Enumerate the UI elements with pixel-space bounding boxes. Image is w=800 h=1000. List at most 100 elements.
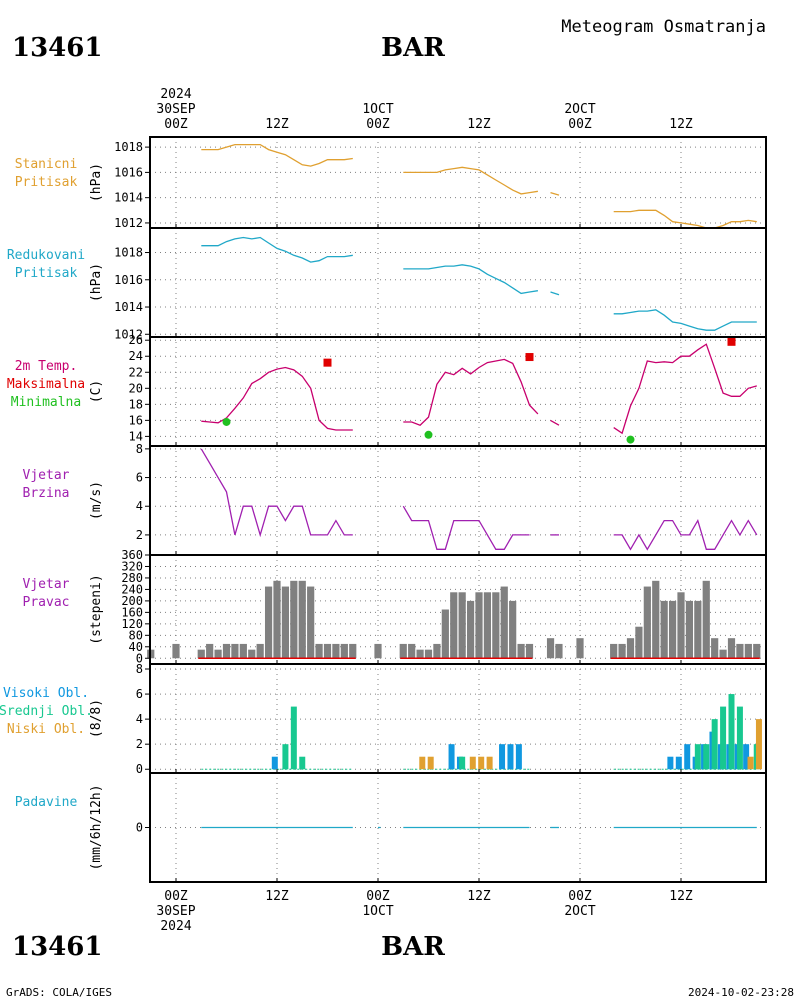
wind-direction-bar bbox=[744, 643, 752, 659]
cloud_cover-label: Srednji Obl. bbox=[0, 704, 93, 719]
temperature-label: Minimalna bbox=[11, 395, 81, 410]
wind-direction-bar bbox=[264, 586, 273, 659]
bottom-axis-label: 30SEP bbox=[156, 904, 195, 919]
top-axis-label: 00Z bbox=[568, 117, 592, 132]
wind-direction-bar bbox=[416, 649, 424, 659]
wind-direction-bar bbox=[677, 592, 685, 659]
wind-direction-bar bbox=[711, 638, 719, 659]
wind_direction-ytick-label: 200 bbox=[121, 594, 143, 608]
wind_speed-line bbox=[402, 505, 530, 550]
reduced_pressure-line bbox=[403, 264, 538, 295]
chart-title: Meteogram Osmatranja bbox=[561, 17, 766, 37]
wind-direction-bar bbox=[248, 649, 256, 659]
wind-direction-bar bbox=[214, 649, 222, 659]
temperature-ytick-label: 20 bbox=[129, 381, 143, 395]
cloud-bar bbox=[290, 706, 297, 770]
cloud_cover-label: Visoki Obl. bbox=[3, 686, 89, 701]
reduced_pressure-ylabel: (hPa) bbox=[89, 263, 104, 302]
wind-direction-bar bbox=[290, 580, 298, 659]
bottom-axis-label: 00Z bbox=[164, 889, 188, 904]
axis-layer: 1012 1014 1016 1018 (hPa) 1012 1014 1016 1018 (hP… bbox=[89, 87, 767, 934]
max-temp-marker bbox=[727, 337, 736, 346]
reduced_pressure-ytick-label: 1018 bbox=[114, 246, 143, 260]
station-name-bottom: BAR bbox=[381, 932, 445, 962]
min-temp-marker bbox=[424, 430, 433, 439]
reduced_pressure-ytick-label: 1012 bbox=[114, 327, 143, 341]
min-temp-marker bbox=[222, 417, 231, 426]
cloud-bar bbox=[499, 744, 506, 770]
wind-direction-bar bbox=[231, 643, 239, 659]
cloud-bar bbox=[448, 744, 455, 770]
wind_direction-ytick-label: 280 bbox=[121, 571, 143, 585]
wind_direction-label: Vjetar bbox=[23, 577, 70, 592]
wind-direction-bar bbox=[483, 592, 492, 659]
cloud_cover-ylabel: (8/8) bbox=[89, 699, 104, 738]
bottom-axis-label: 2024 bbox=[160, 919, 191, 934]
reduced_pressure-ytick-label: 1016 bbox=[114, 273, 143, 287]
wind-direction-bar bbox=[525, 643, 534, 659]
top-axis-label: 1OCT bbox=[362, 102, 393, 117]
wind_speed-line bbox=[200, 448, 353, 538]
wind_direction-ytick-label: 0 bbox=[136, 651, 143, 665]
wind-direction-bar bbox=[433, 643, 441, 659]
wind_direction-ytick-label: 120 bbox=[121, 617, 143, 631]
wind-direction-bar bbox=[450, 592, 458, 659]
wind_speed-ytick-label: 6 bbox=[136, 471, 143, 485]
reduced_pressure-line bbox=[550, 291, 560, 296]
wind-direction-bar bbox=[753, 643, 761, 659]
cloud_cover-ytick-label: 0 bbox=[136, 762, 143, 776]
station-name-top: BAR bbox=[381, 33, 445, 63]
temperature-line bbox=[403, 358, 539, 426]
station-id-bottom: 13461 bbox=[12, 932, 102, 962]
wind-direction-bar bbox=[736, 643, 744, 659]
wind_speed-line bbox=[613, 518, 758, 551]
bottom-axis-label: 00Z bbox=[366, 889, 390, 904]
wind_direction-ytick-label: 360 bbox=[121, 548, 143, 562]
station_pressure-ylabel: (hPa) bbox=[89, 163, 104, 202]
wind-direction-bar bbox=[441, 609, 449, 659]
wind_direction-label: Pravac bbox=[23, 595, 70, 610]
station_pressure-frame bbox=[149, 136, 767, 229]
cloud-bar bbox=[486, 756, 493, 770]
wind-direction-bar bbox=[635, 626, 643, 659]
cloud-bar bbox=[419, 756, 426, 770]
bottom-axis-label: 12Z bbox=[669, 889, 693, 904]
top-axis-label: 12Z bbox=[669, 117, 693, 132]
temperature-ytick-label: 16 bbox=[129, 413, 143, 427]
wind-direction-bar bbox=[424, 649, 433, 659]
cloud-bar bbox=[459, 756, 466, 770]
station_pressure-ytick-label: 1018 bbox=[114, 140, 143, 154]
wind-direction-bar bbox=[618, 643, 626, 659]
cloud-bar bbox=[743, 744, 750, 770]
cloud_cover-ytick-label: 4 bbox=[136, 712, 143, 726]
precipitation-ytick-label: 0 bbox=[136, 821, 143, 835]
cloud_cover-frame bbox=[149, 663, 767, 774]
wind-direction-bar bbox=[652, 580, 660, 659]
temperature-ylabel: (C) bbox=[89, 380, 104, 403]
station_pressure-ytick-label: 1012 bbox=[114, 216, 143, 230]
wind-direction-bar bbox=[349, 643, 357, 659]
wind_direction-ytick-label: 160 bbox=[121, 605, 143, 619]
wind_speed-label: Vjetar bbox=[23, 468, 70, 483]
wind-direction-bar bbox=[694, 600, 702, 659]
wind-direction-bar bbox=[555, 643, 563, 659]
cloud_cover-ytick-label: 6 bbox=[136, 687, 143, 701]
wind-direction-bar bbox=[323, 643, 332, 659]
wind-direction-bar bbox=[172, 643, 180, 659]
bottom-axis-label: 1OCT bbox=[362, 904, 393, 919]
wind-direction-bar bbox=[475, 592, 483, 659]
cloud-bar bbox=[271, 756, 278, 770]
station-id-top: 13461 bbox=[12, 33, 102, 63]
cloud-bar bbox=[675, 756, 682, 770]
cloud_cover-label: Niski Obl. bbox=[7, 722, 85, 737]
cloud-bar bbox=[515, 744, 522, 770]
cloud-bar bbox=[728, 694, 735, 770]
wind_direction-ylabel: (stepeni) bbox=[89, 574, 104, 644]
top-axis-label: 12Z bbox=[467, 117, 491, 132]
temperature-ytick-label: 14 bbox=[129, 429, 143, 443]
cloud-bar bbox=[282, 744, 289, 770]
cloud-bar bbox=[703, 744, 710, 770]
top-axis-label: 00Z bbox=[164, 117, 188, 132]
bottom-axis-label: 12Z bbox=[467, 889, 491, 904]
temperature-ytick-label: 18 bbox=[129, 397, 143, 411]
